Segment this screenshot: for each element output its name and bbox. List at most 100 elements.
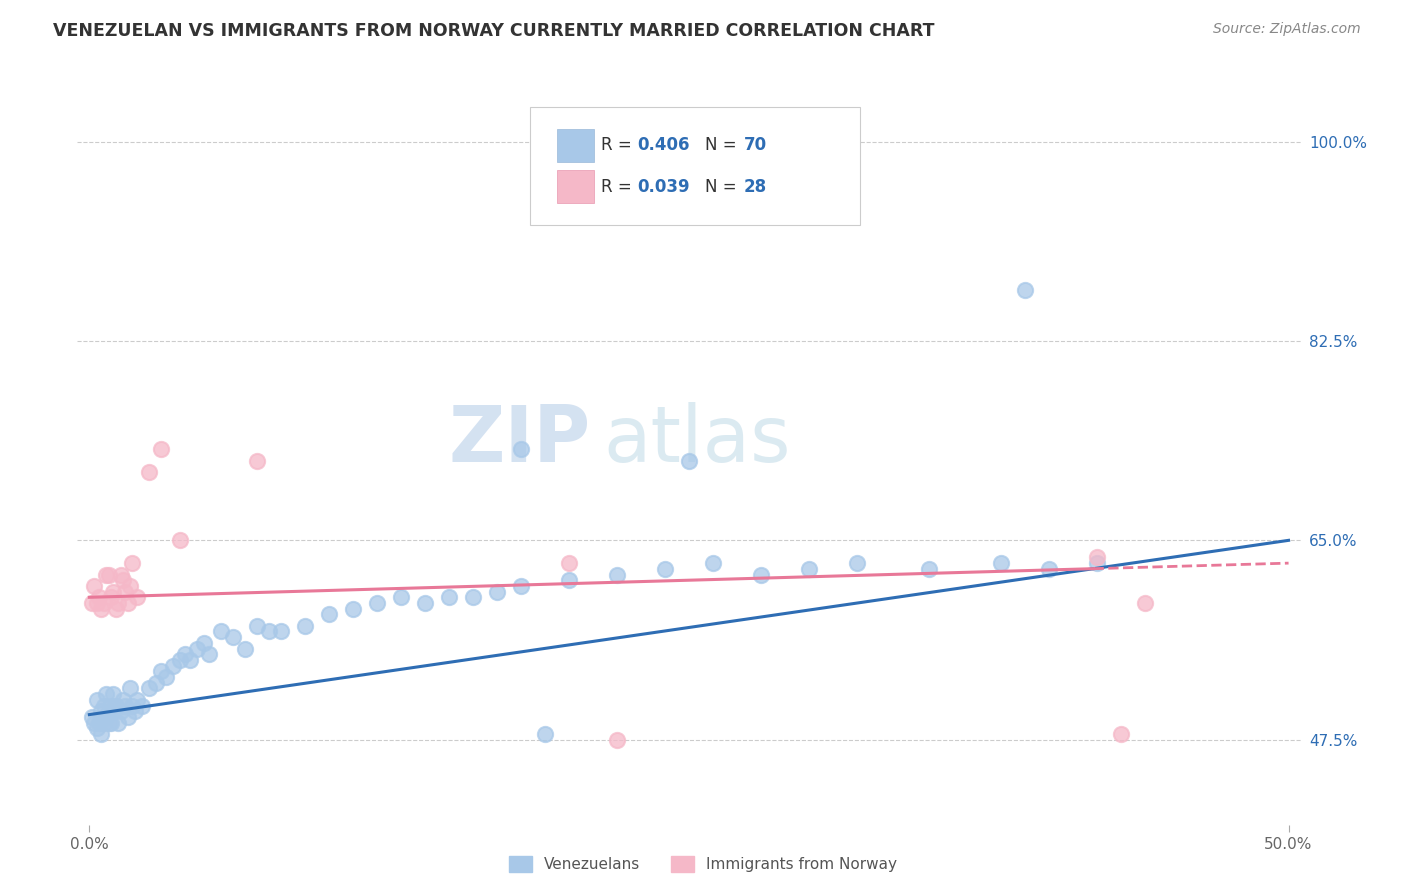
Bar	[557, 129, 593, 162]
Text: VENEZUELAN VS IMMIGRANTS FROM NORWAY CURRENTLY MARRIED CORRELATION CHART: VENEZUELAN VS IMMIGRANTS FROM NORWAY CUR…	[53, 22, 935, 40]
Point	[93, 715, 115, 730]
Point	[110, 567, 132, 582]
Point	[86, 693, 108, 707]
Point	[80, 596, 103, 610]
Text: Source: ZipAtlas.com: Source: ZipAtlas.com	[1213, 22, 1361, 37]
Point	[1014, 283, 1036, 297]
FancyBboxPatch shape	[530, 107, 860, 226]
Point	[174, 647, 197, 661]
Text: R =: R =	[600, 136, 637, 154]
Text: N =: N =	[704, 178, 742, 196]
Point	[104, 698, 127, 713]
Point	[117, 710, 139, 724]
Point	[103, 584, 125, 599]
Point	[107, 715, 129, 730]
Point	[103, 687, 125, 701]
Point	[138, 681, 160, 696]
Point	[120, 579, 142, 593]
Point	[179, 653, 201, 667]
Point	[233, 641, 256, 656]
Point	[257, 624, 280, 639]
Point	[270, 624, 292, 639]
Point	[246, 619, 269, 633]
Point	[111, 693, 134, 707]
Text: 70: 70	[744, 136, 768, 154]
Legend: Venezuelans, Immigrants from Norway: Venezuelans, Immigrants from Norway	[502, 848, 904, 880]
Point	[209, 624, 232, 639]
Point	[1109, 727, 1132, 741]
Point	[193, 636, 215, 650]
Text: ZIP: ZIP	[449, 402, 591, 478]
Point	[486, 584, 509, 599]
Point	[145, 675, 167, 690]
Point	[138, 465, 160, 479]
Point	[90, 601, 112, 615]
Point	[121, 698, 143, 713]
Point	[121, 556, 143, 570]
Text: 28: 28	[744, 178, 768, 196]
Point	[510, 442, 533, 457]
Point	[222, 630, 245, 644]
Text: N =: N =	[704, 136, 742, 154]
Point	[749, 567, 772, 582]
Point	[150, 442, 173, 457]
Point	[186, 641, 208, 656]
Point	[342, 601, 364, 615]
Point	[94, 687, 117, 701]
Point	[120, 681, 142, 696]
Point	[80, 710, 103, 724]
Point	[1085, 556, 1108, 570]
Point	[606, 567, 628, 582]
Point	[93, 596, 115, 610]
Point	[117, 596, 139, 610]
Point	[90, 704, 112, 718]
Point	[97, 704, 120, 718]
Point	[87, 591, 110, 605]
Point	[702, 556, 724, 570]
Point	[94, 567, 117, 582]
Point	[111, 573, 134, 587]
Point	[169, 653, 191, 667]
Point	[534, 727, 557, 741]
Text: atlas: atlas	[603, 402, 790, 478]
Point	[797, 562, 820, 576]
Point	[437, 591, 460, 605]
Point	[413, 596, 436, 610]
Point	[97, 567, 120, 582]
Point	[918, 562, 941, 576]
Text: R =: R =	[600, 178, 637, 196]
Point	[97, 715, 120, 730]
Point	[114, 584, 136, 599]
Point	[100, 591, 122, 605]
Point	[114, 698, 136, 713]
Bar	[557, 169, 593, 203]
Point	[990, 556, 1012, 570]
Point	[294, 619, 316, 633]
Point	[100, 698, 122, 713]
Point	[389, 591, 412, 605]
Point	[246, 453, 269, 467]
Point	[678, 453, 700, 467]
Point	[104, 601, 127, 615]
Point	[558, 556, 581, 570]
Point	[198, 647, 221, 661]
Point	[103, 704, 125, 718]
Point	[83, 715, 105, 730]
Point	[90, 727, 112, 741]
Point	[366, 596, 388, 610]
Point	[93, 698, 115, 713]
Point	[155, 670, 177, 684]
Point	[110, 704, 132, 718]
Point	[100, 715, 122, 730]
Point	[169, 533, 191, 548]
Point	[1038, 562, 1060, 576]
Point	[318, 607, 340, 622]
Point	[150, 665, 173, 679]
Point	[86, 596, 108, 610]
Point	[1085, 550, 1108, 565]
Point	[124, 704, 146, 718]
Point	[845, 556, 868, 570]
Point	[654, 562, 676, 576]
Point	[558, 573, 581, 587]
Point	[461, 591, 484, 605]
